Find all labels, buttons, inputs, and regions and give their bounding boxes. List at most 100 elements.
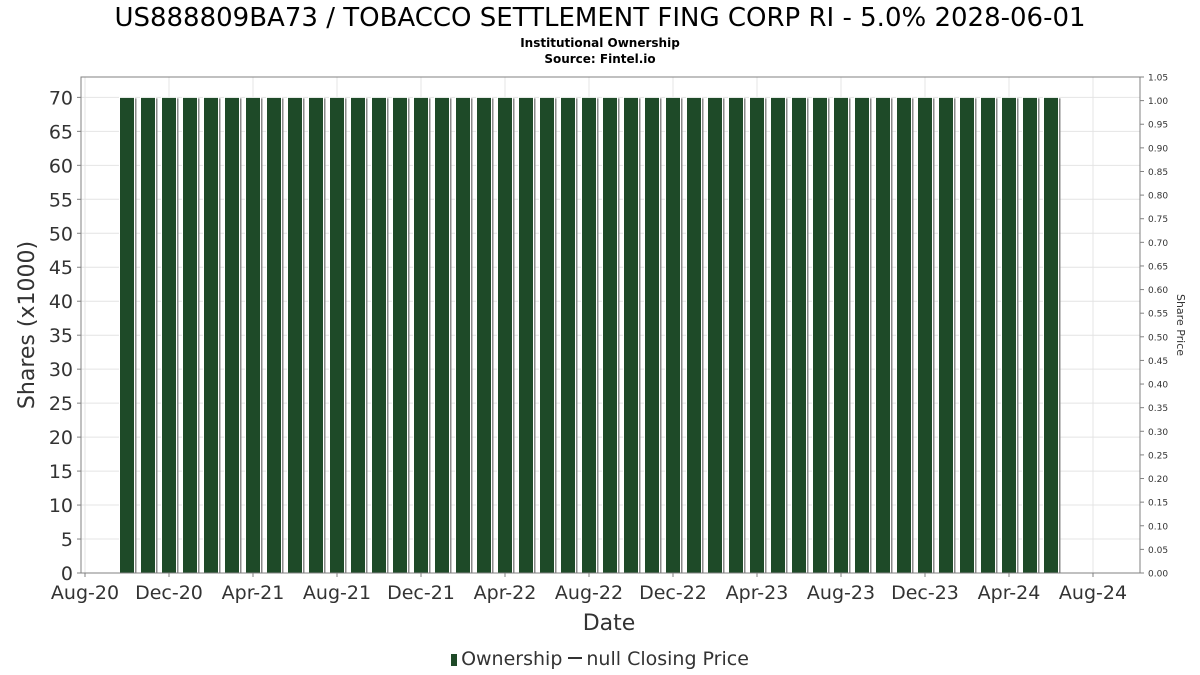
y2-tick-label: 0.35: [1148, 404, 1168, 414]
y2-tick-label: 0.40: [1148, 381, 1168, 391]
ownership-bar: [224, 96, 240, 574]
y2-tick-label: 0.50: [1148, 333, 1168, 343]
chart-subtitle: Institutional Ownership: [520, 36, 680, 50]
y2-tick-label: 0.10: [1148, 522, 1168, 532]
y-axis-label: Shares (x1000): [15, 241, 40, 409]
ownership-bar: [1022, 96, 1038, 574]
x-tick-label: Apr-22: [474, 582, 537, 604]
ownership-bar: [266, 96, 282, 574]
ownership-bar: [938, 96, 954, 574]
ownership-bar: [560, 96, 576, 574]
y2-tick-label: 0.15: [1148, 499, 1168, 509]
x-tick-label: Apr-21: [222, 582, 285, 604]
ownership-bar: [308, 96, 324, 574]
ownership-bar: [749, 96, 765, 574]
ownership-bar: [350, 96, 366, 574]
y-tick-label: 50: [49, 223, 73, 245]
ownership-bar: [812, 96, 828, 574]
y2-tick-label: 0.05: [1148, 546, 1168, 556]
y2-tick-label: 0.25: [1148, 451, 1168, 461]
y-tick-label: 10: [49, 495, 73, 517]
ownership-bar: [728, 96, 744, 574]
chart-title: US888809BA73 / TOBACCO SETTLEMENT FING C…: [114, 3, 1086, 33]
ownership-bar: [497, 96, 513, 574]
ownership-bar: [1001, 96, 1017, 574]
ownership-bar: [896, 96, 912, 574]
y2-tick-label: 0.90: [1148, 144, 1168, 154]
y-tick-label: 15: [49, 461, 73, 483]
y-tick-label: 45: [49, 257, 73, 279]
ownership-bar: [602, 96, 618, 574]
ownership-bar: [203, 96, 219, 574]
x-tick-label: Dec-21: [387, 582, 455, 604]
y2-tick-label: 0.65: [1148, 262, 1168, 272]
x-tick-label: Aug-24: [1059, 582, 1127, 604]
x-tick-label: Aug-23: [807, 582, 875, 604]
ownership-bar: [392, 96, 408, 574]
y2-axis-label: Share Price: [1174, 294, 1187, 356]
ownership-bar: [623, 96, 639, 574]
x-tick-label: Aug-20: [51, 582, 119, 604]
y2-tick-label: 0.30: [1148, 428, 1168, 438]
ownership-bar: [833, 96, 849, 574]
axes-layer: 0 5 10 15 20 25 30 35 40 45 50 55 60 65 70 0.00 0.05 0.10…: [49, 74, 1169, 605]
ownership-bar: [413, 96, 429, 574]
y2-tick-label: 0.80: [1148, 192, 1168, 202]
ownership-bar: [1043, 96, 1059, 574]
ownership-bar: [917, 96, 933, 574]
y-tick-label: 30: [49, 359, 73, 381]
y-tick-label: 40: [49, 291, 73, 313]
y2-tick-label: 0.85: [1148, 168, 1168, 178]
y2-tick-label: 0.95: [1148, 121, 1168, 131]
y-tick-label: 0: [61, 563, 73, 585]
ownership-bar: [686, 96, 702, 574]
ownership-bar: [854, 96, 870, 574]
ownership-bar: [245, 96, 261, 574]
y2-tick-label: 0.75: [1148, 215, 1168, 225]
y-tick-label: 5: [61, 529, 73, 551]
ownership-bar: [707, 96, 723, 574]
ownership-bar: [875, 96, 891, 574]
y2-tick-label: 0.60: [1148, 286, 1168, 296]
ownership-bar: [959, 96, 975, 574]
ownership-bar: [182, 96, 198, 574]
chart-source: Source: Fintel.io: [544, 52, 656, 66]
ownership-bar: [644, 96, 660, 574]
price-legend-swatch: [568, 657, 583, 659]
ownership-legend-swatch: [451, 654, 458, 666]
ownership-bar: [287, 96, 303, 574]
x-axis-label: Date: [583, 611, 636, 636]
ownership-bar: [434, 96, 450, 574]
y-tick-label: 70: [49, 87, 73, 109]
y2-tick-label: 0.55: [1148, 310, 1168, 320]
x-tick-label: Apr-23: [726, 582, 789, 604]
y-tick-label: 65: [49, 121, 73, 143]
ownership-bar: [119, 96, 135, 574]
y-tick-label: 35: [49, 325, 73, 347]
ownership-bar: [140, 96, 156, 574]
y-tick-label: 25: [49, 393, 73, 415]
ownership-bar: [665, 96, 681, 574]
x-tick-label: Aug-21: [303, 582, 371, 604]
y2-tick-label: 0.00: [1148, 570, 1168, 580]
x-tick-label: Apr-24: [978, 582, 1041, 604]
x-tick-label: Dec-23: [891, 582, 959, 604]
y2-tick-label: 1.00: [1148, 97, 1168, 107]
bars-layer: [119, 96, 1061, 574]
y-tick-label: 20: [49, 427, 73, 449]
ownership-legend-label: Ownership: [461, 648, 563, 670]
ownership-bar: [980, 96, 996, 574]
legend: Ownership null Closing Price: [0, 646, 1200, 672]
ownership-bar: [329, 96, 345, 574]
ownership-bar: [455, 96, 471, 574]
ownership-bar: [161, 96, 177, 574]
y2-tick-label: 0.45: [1148, 357, 1168, 367]
ownership-bar: [581, 96, 597, 574]
y-tick-label: 60: [49, 155, 73, 177]
y-tick-label: 55: [49, 189, 73, 211]
x-tick-label: Aug-22: [555, 582, 623, 604]
x-tick-label: Dec-20: [135, 582, 203, 604]
ownership-bar: [791, 96, 807, 574]
ownership-bar: [518, 96, 534, 574]
